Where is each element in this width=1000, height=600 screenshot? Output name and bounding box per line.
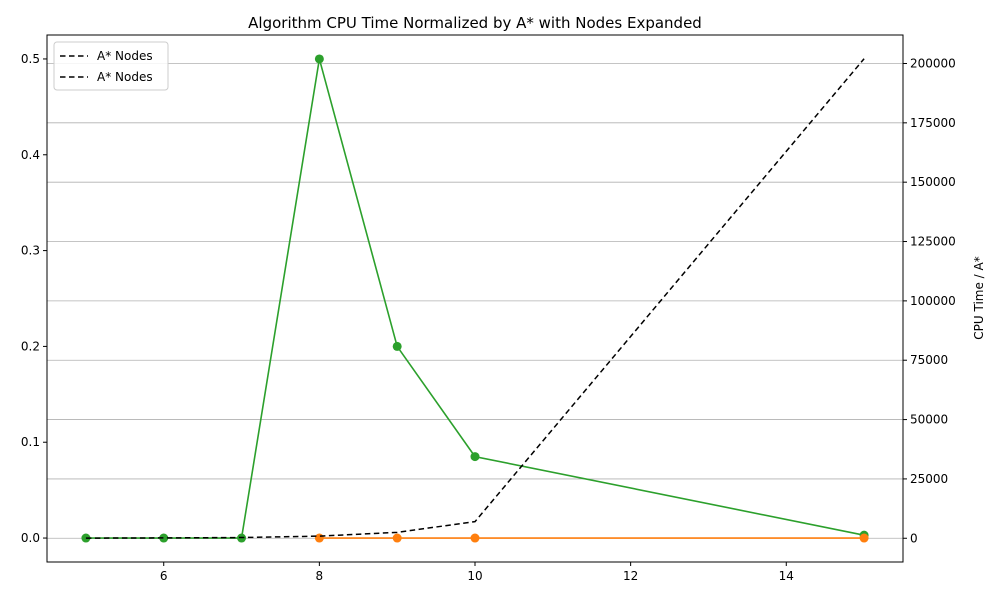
y-right-tick-label: 75000 [910,353,948,367]
grid [47,63,903,539]
plot-frame [46,34,904,563]
y-right-tick-label: 125000 [910,235,956,249]
data-point [859,533,869,543]
y-right-tick-label: 50000 [910,413,948,427]
y-right-tick-label: 25000 [910,472,948,486]
y-left-tick-label: 0.5 [21,52,40,66]
data-point [159,533,169,543]
x-tick-label: 12 [623,569,638,583]
x-tick-label: 10 [467,569,482,583]
chart-title: Algorithm CPU Time Normalized by A* with… [248,14,702,32]
legend-label: A* Nodes [97,49,153,63]
x-tick-label: 8 [316,569,324,583]
data-point [392,341,402,351]
x-tick-label: 6 [160,569,168,583]
legend-label: A* Nodes [97,70,153,84]
y-axis-right-label: CPU Time / A* [972,256,986,339]
x-axis: 6 8 10 12 14 [160,562,794,583]
legend: A* Nodes A* Nodes [53,41,169,91]
y-axis-right: 0 25000 50000 75000 100000 125000 150000 175000… [903,56,956,545]
y-left-tick-label: 0.4 [21,148,40,162]
y-axis-left: 0.0 0.1 0.2 0.3 0.4 0.5 [21,52,47,545]
y-right-tick-label: 0 [910,531,918,545]
data-point [470,533,480,543]
y-left-tick-label: 0.1 [21,435,40,449]
x-tick-label: 14 [779,569,794,583]
y-right-tick-label: 150000 [910,175,956,189]
y-left-tick-label: 0.0 [21,531,40,545]
data-point [314,54,324,64]
data-point [392,533,402,543]
data-point [470,452,480,462]
y-left-tick-label: 0.2 [21,339,40,353]
series-line-0 [85,58,865,539]
y-right-tick-label: 200000 [910,56,956,70]
y-right-tick-label: 100000 [910,294,956,308]
series-line-2 [85,58,865,539]
legend-box [53,41,169,91]
y-right-tick-label: 175000 [910,116,956,130]
series-layer [81,54,869,543]
data-point [314,533,324,543]
y-left-tick-label: 0.3 [21,244,40,258]
data-point [81,533,91,543]
